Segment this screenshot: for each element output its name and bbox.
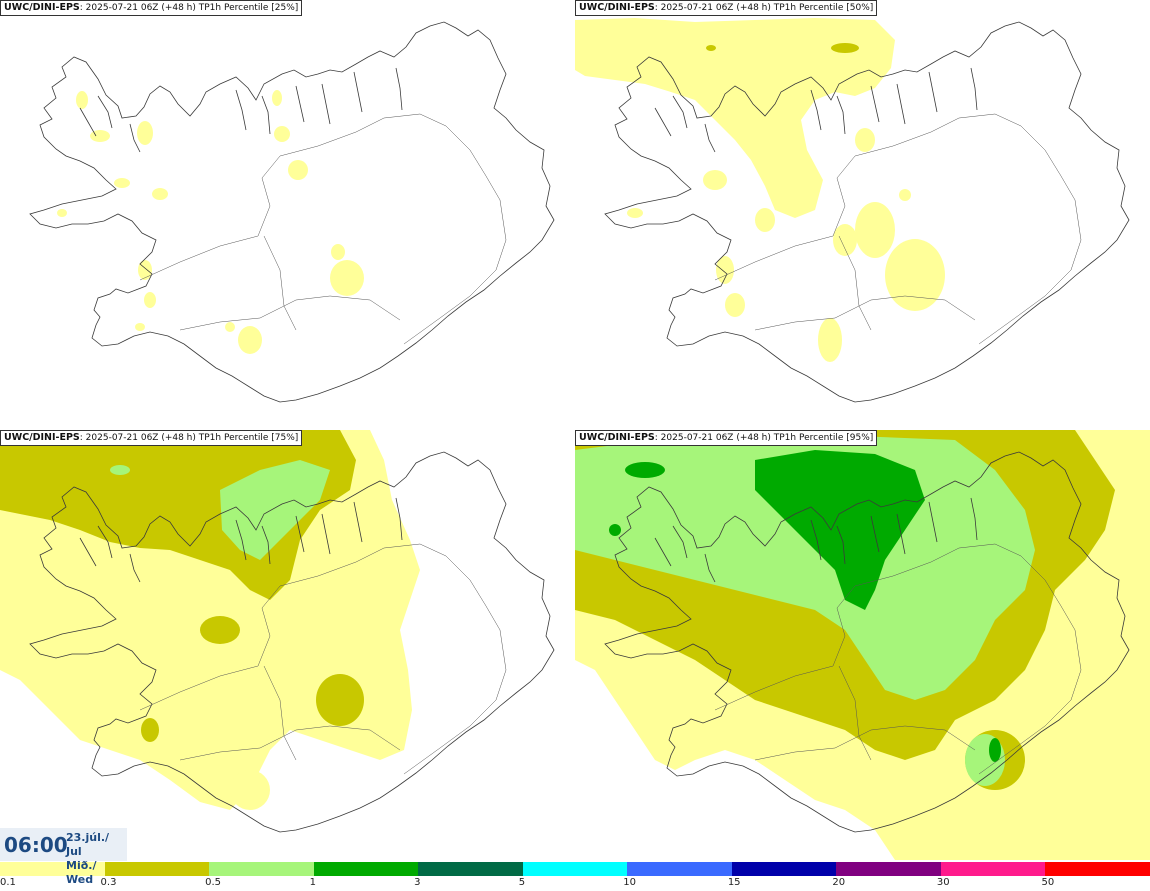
roads [714,543,1082,775]
model-name: UWC/DINI-EPS [4,432,80,443]
legend-swatch [522,862,628,876]
roads [139,113,507,345]
legend-swatch [209,862,314,876]
legend-swatch [627,862,732,876]
precip-field [575,18,945,362]
run-info: : 2025-07-21 06Z (+48 h) TP1h Percentile… [79,3,299,13]
valid-date-line: 23.júl./ Jul [66,831,110,858]
color-legend [0,862,1150,876]
legend-swatch [940,862,1046,876]
precip-field-heavy [110,460,330,560]
legend-label: 10 [623,877,636,888]
precip-map-p95 [575,430,1150,860]
legend-label: 30 [936,877,950,888]
panel-title: UWC/DINI-EPS: 2025-07-21 06Z (+48 h) TP1… [575,430,878,446]
precip-map-p75 [0,430,555,833]
coastline [604,451,1130,833]
coastline [29,451,555,833]
roads [714,113,1082,345]
valid-hour: 06:00 [4,833,68,857]
legend-label: 0.5 [205,877,221,888]
valid-day-line: Mið./ Wed [66,859,97,886]
valid-time-box: 06:00 23.júl./ Jul Mið./ Wed [0,828,127,886]
model-name: UWC/DINI-EPS [579,2,655,13]
legend-label: 3 [414,877,421,888]
panel-title: UWC/DINI-EPS: 2025-07-21 06Z (+48 h) TP1… [0,0,303,16]
legend-swatch [313,862,419,876]
legend-label: 50 [1041,877,1055,888]
precip-field-moderate [706,43,859,53]
run-info: : 2025-07-21 06Z (+48 h) TP1h Percentile… [79,433,299,443]
map-panel-p25: UWC/DINI-EPS: 2025-07-21 06Z (+48 h) TP1… [0,0,575,430]
legend-swatch [836,862,941,876]
legend-swatch [731,862,837,876]
map-panel-p95: UWC/DINI-EPS: 2025-07-21 06Z (+48 h) TP1… [575,430,1150,860]
valid-date: 23.júl./ Jul Mið./ Wed [66,831,127,887]
model-name: UWC/DINI-EPS [579,432,655,443]
coastline [604,21,1130,403]
map-panel-p75: UWC/DINI-EPS: 2025-07-21 06Z (+48 h) TP1… [0,430,575,860]
coastline [29,21,555,403]
run-info: : 2025-07-21 06Z (+48 h) TP1h Percentile… [654,433,874,443]
legend-swatch [418,862,523,876]
legend-swatch [1045,862,1150,876]
legend-labels: 0.1 0.3 0.5 1 3 5 10 15 20 30 50 [0,877,1150,891]
roads [139,543,507,775]
panel-title: UWC/DINI-EPS: 2025-07-21 06Z (+48 h) TP1… [0,430,303,446]
run-info: : 2025-07-21 06Z (+48 h) TP1h Percentile… [654,3,874,13]
precip-field [57,90,364,354]
legend-label: 20 [832,877,846,888]
model-name: UWC/DINI-EPS [4,2,80,13]
legend-swatch [104,862,210,876]
legend-swatch [0,862,105,876]
map-panel-p50: UWC/DINI-EPS: 2025-07-21 06Z (+48 h) TP1… [575,0,1150,430]
legend-label: 0.3 [100,877,117,888]
legend-label: 1 [309,877,316,888]
precip-field-very-heavy [609,450,1001,762]
precip-map-p50 [575,18,1130,403]
legend-label: 15 [727,877,741,888]
legend-label: 0.1 [0,877,16,888]
legend-label: 5 [518,877,526,888]
panel-title: UWC/DINI-EPS: 2025-07-21 06Z (+48 h) TP1… [575,0,878,16]
precip-map-p25 [29,21,555,403]
